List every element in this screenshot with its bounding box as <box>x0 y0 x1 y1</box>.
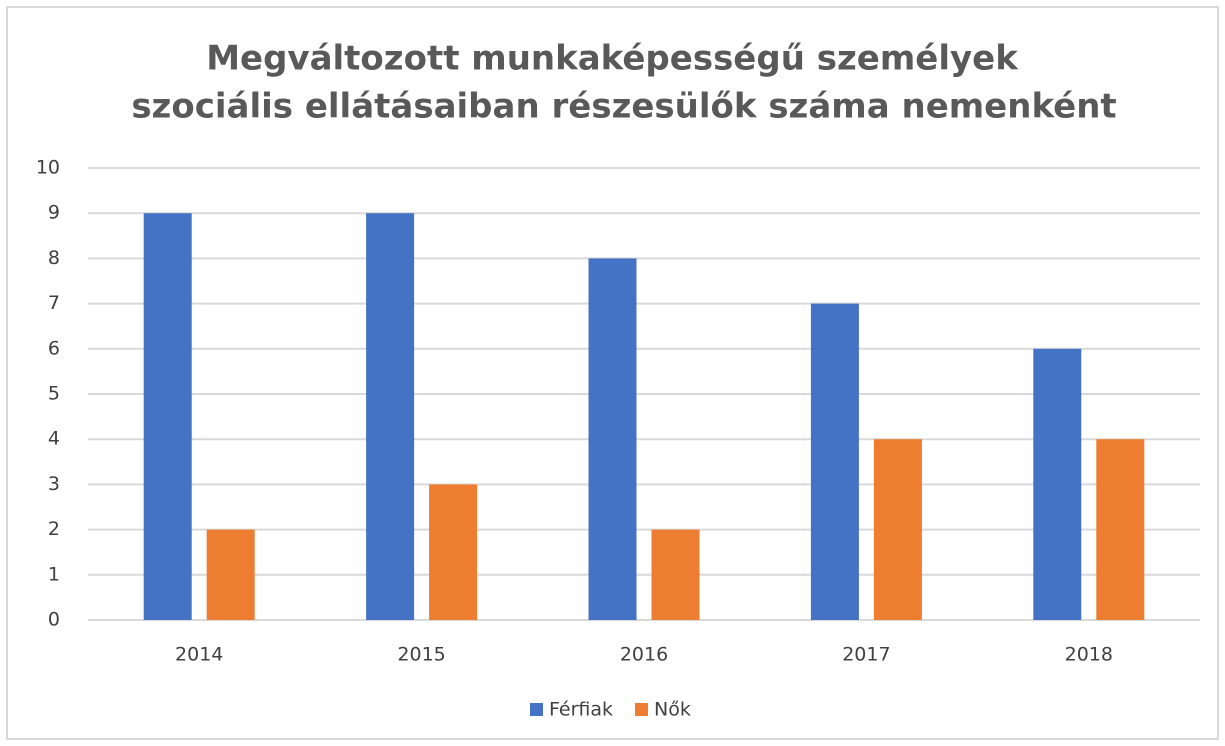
legend-swatch <box>635 703 649 716</box>
y-tick-label: 1 <box>48 563 60 585</box>
bar <box>366 213 415 620</box>
legend-swatch <box>530 703 543 716</box>
chart-title: Megváltozott munkaképességű személyek <box>206 39 1019 79</box>
y-tick-label: 10 <box>36 157 60 179</box>
bar <box>873 439 922 620</box>
bar <box>810 303 859 620</box>
x-tick-label: 2015 <box>397 644 445 666</box>
y-tick-label: 2 <box>48 518 60 540</box>
x-tick-label: 2016 <box>620 644 668 666</box>
legend-label: Nők <box>654 699 691 721</box>
y-tick-label: 9 <box>48 202 60 224</box>
y-tick-label: 5 <box>48 383 60 405</box>
y-tick-label: 8 <box>48 247 60 269</box>
x-tick-label: 2018 <box>1065 644 1113 666</box>
y-tick-label: 3 <box>48 473 60 495</box>
y-tick-label: 4 <box>48 428 60 450</box>
bar <box>1096 439 1145 620</box>
bar <box>588 258 637 620</box>
bar <box>429 484 478 620</box>
x-tick-label: 2014 <box>175 644 223 666</box>
legend-label: Férfiak <box>549 699 613 721</box>
y-tick-label: 0 <box>48 609 60 631</box>
chart-title: szociális ellátásaiban részesülők száma … <box>131 87 1116 127</box>
y-tick-label: 7 <box>48 292 60 314</box>
x-tick-label: 2017 <box>842 644 890 666</box>
bar <box>206 529 255 620</box>
bar <box>1033 348 1082 620</box>
bar <box>651 529 700 620</box>
bar <box>143 213 192 620</box>
y-tick-label: 6 <box>48 337 60 359</box>
